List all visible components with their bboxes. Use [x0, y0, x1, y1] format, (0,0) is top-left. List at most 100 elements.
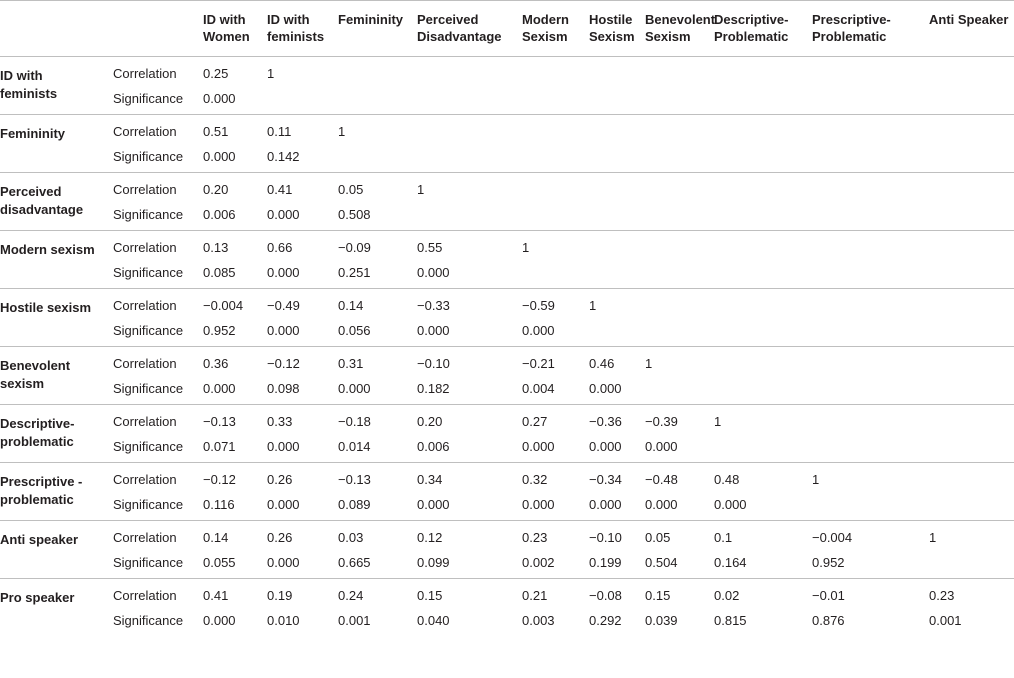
column-header: Anti Speaker	[921, 0, 1014, 57]
significance-value-cell	[637, 140, 706, 173]
significance-value-cell: 0.164	[714, 555, 747, 570]
column-header: Benevolent Sexism	[637, 0, 715, 57]
column-header: Modern Sexism	[514, 0, 581, 57]
table-row: Significance 0.071 0.000 0.014 0.006 0.000 0.0…	[0, 430, 1014, 463]
correlation-value-cell: 0.41	[267, 182, 293, 197]
significance-value-cell: 0.010	[267, 613, 300, 628]
significance-value-cell: 0.000	[589, 439, 622, 454]
correlation-value-cell: 1	[714, 414, 722, 429]
correlation-value-cell: −0.004	[203, 298, 244, 313]
correlation-value-cell	[921, 173, 1014, 199]
significance-value-cell: 0.085	[203, 265, 236, 280]
significance-value-cell: 0.000	[267, 207, 300, 222]
correlation-value-cell: 0.41	[203, 588, 229, 603]
significance-value-cell	[921, 488, 1014, 521]
correlation-value-cell	[804, 289, 921, 315]
header-blank-cell	[105, 0, 195, 57]
significance-value-cell: 0.952	[203, 323, 236, 338]
header-blank-cell	[0, 0, 105, 57]
correlation-table: ID with Women ID with feminists Femininity…	[0, 0, 1014, 636]
correlation-value-cell: 0.51	[203, 124, 229, 139]
significance-value-cell: 0.000	[338, 381, 371, 396]
table-row: Prescriptive -problematic Correlation −0.1…	[0, 463, 1014, 507]
correlation-value-cell: 0.26	[267, 472, 293, 487]
correlation-label: Correlation	[113, 356, 177, 371]
correlation-value-cell	[706, 347, 804, 373]
correlation-value-cell: −0.01	[812, 588, 845, 603]
table-row: Significance 0.116 0.000 0.089 0.000 0.000 0.0…	[0, 488, 1014, 521]
table-row: ID with feminists Correlation 0.25 1	[0, 57, 1014, 101]
correlation-value-cell: −0.33	[417, 298, 450, 313]
significance-value-cell	[921, 430, 1014, 463]
significance-value-cell: 0.001	[338, 613, 371, 628]
significance-value-cell	[804, 140, 921, 173]
significance-value-cell: 0.089	[338, 497, 371, 512]
row-label: Femininity	[0, 126, 66, 141]
table-row: Significance 0.000 0.010 0.001 0.040 0.003 0.2…	[0, 604, 1014, 636]
correlation-value-cell: −0.12	[203, 472, 236, 487]
row-label: Modern sexism	[0, 242, 95, 257]
significance-value-cell: 0.001	[929, 613, 962, 628]
significance-value-cell	[514, 256, 581, 289]
significance-label: Significance	[113, 497, 184, 512]
correlation-value-cell: 0.19	[267, 588, 293, 603]
significance-value-cell: 0.055	[203, 555, 236, 570]
correlation-value-cell: 0.21	[522, 588, 548, 603]
correlation-value-cell	[804, 115, 921, 141]
correlation-value-cell	[330, 57, 409, 83]
correlation-value-cell: 1	[338, 124, 346, 139]
significance-value-cell	[706, 198, 804, 231]
row-label: Anti speaker	[0, 532, 79, 547]
row-label: Benevolent sexism	[0, 358, 71, 391]
correlation-value-cell	[514, 115, 581, 141]
correlation-value-cell	[804, 347, 921, 373]
table-row: Hostile sexism Correlation −0.004 −0.49 0.14…	[0, 289, 1014, 315]
significance-value-cell: 0.004	[522, 381, 555, 396]
correlation-value-cell: −0.13	[203, 414, 236, 429]
column-header: Femininity	[330, 0, 409, 57]
correlation-value-cell	[581, 115, 637, 141]
correlation-value-cell	[581, 57, 637, 83]
correlation-value-cell: 0.55	[417, 240, 443, 255]
table-row: Significance 0.000 0.142	[0, 140, 1014, 173]
correlation-label: Correlation	[113, 182, 177, 197]
correlation-value-cell: 1	[589, 298, 597, 313]
correlation-value-cell: −0.10	[589, 530, 622, 545]
significance-value-cell	[921, 546, 1014, 579]
row-label: ID with feminists	[0, 68, 58, 101]
correlation-value-cell: 0.66	[267, 240, 293, 255]
significance-value-cell: 0.000	[203, 149, 236, 164]
correlation-value-cell: 1	[645, 356, 653, 371]
column-header: ID with feminists	[259, 0, 330, 57]
significance-label: Significance	[113, 149, 184, 164]
significance-value-cell	[581, 256, 637, 289]
significance-value-cell: 0.199	[589, 555, 622, 570]
table-row: Significance 0.006 0.000 0.508	[0, 198, 1014, 231]
table-row: Perceived disadvantage Correlation 0.20 0.4…	[0, 173, 1014, 217]
correlation-value-cell	[637, 289, 706, 315]
correlation-value-cell	[514, 57, 581, 83]
significance-value-cell	[921, 256, 1014, 289]
correlation-value-cell: 0.1	[714, 530, 733, 545]
significance-value-cell	[409, 82, 514, 115]
significance-value-cell: 0.000	[714, 497, 747, 512]
column-header: Descriptive-Problematic	[706, 0, 804, 57]
correlation-value-cell: −0.59	[522, 298, 555, 313]
significance-value-cell	[330, 82, 409, 115]
correlation-value-cell: 0.20	[203, 182, 229, 197]
significance-value-cell	[581, 140, 637, 173]
significance-value-cell	[804, 198, 921, 231]
significance-value-cell: 0.000	[589, 497, 622, 512]
correlation-value-cell	[637, 173, 706, 199]
significance-value-cell: 0.000	[522, 323, 555, 338]
correlation-value-cell: −0.10	[417, 356, 450, 371]
significance-value-cell	[921, 372, 1014, 405]
significance-value-cell: 0.000	[267, 497, 300, 512]
correlation-value-cell: 0.15	[645, 588, 671, 603]
significance-value-cell	[581, 314, 637, 347]
correlation-value-cell	[921, 463, 1014, 489]
correlation-value-cell: 0.23	[929, 588, 955, 603]
correlation-value-cell: 0.26	[267, 530, 293, 545]
significance-value-cell: 0.000	[203, 381, 236, 396]
significance-value-cell	[409, 140, 514, 173]
